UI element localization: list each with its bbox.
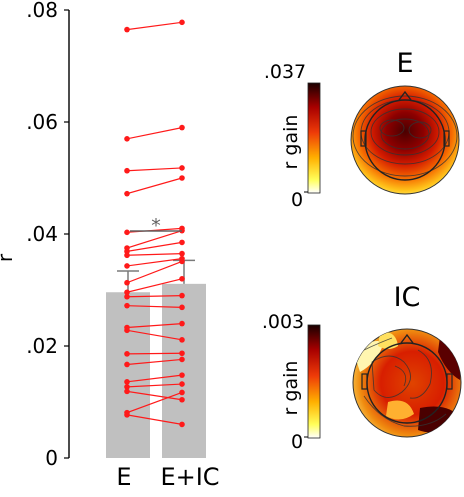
pair-line-2 [126,127,183,140]
pair-line-18 [126,374,183,383]
significance-marker: * [151,215,161,237]
y-tick-label: 0 [45,446,58,470]
topomap-e-head [350,85,460,195]
point-eic-1 [179,19,185,26]
y-tick-label: .06 [26,110,58,134]
point-e-19 [124,384,130,390]
pair-line-7 [126,241,183,252]
bar-chart: * .08 .06 .04 .02 0 r E E+IC [0,0,220,491]
pair-line-12 [126,295,183,298]
point-e-22 [124,412,130,418]
pair-line-17 [126,358,183,366]
point-e-15 [124,327,130,334]
pair-line-1 [126,21,183,31]
point-e-10 [124,279,130,286]
y-tick-label: .08 [26,0,58,22]
point-eic-22 [179,421,185,428]
pair-line-10 [126,260,183,284]
point-eic-10 [179,258,185,265]
topomap-ic-head [352,328,462,438]
y-ticks: .08 .06 .04 .02 0 [26,0,69,470]
point-eic-2 [179,124,185,131]
bars [106,283,206,458]
point-eic-19 [179,381,185,387]
colorbar-ic [307,324,321,439]
y-tick-label: .04 [26,222,58,246]
point-e-12 [124,293,130,300]
point-e-17 [124,361,130,368]
point-eic-8 [179,250,185,257]
pair-line-14 [126,323,183,329]
point-e-13 [124,302,130,309]
point-e-4 [124,190,130,197]
point-eic-18 [179,372,185,378]
point-e-16 [124,351,130,357]
pair-line-8 [126,253,183,256]
topomap-ic-title: IC [394,282,421,313]
point-eic-12 [179,292,185,299]
colorbar-ic-max: .003 [262,311,304,333]
point-eic-7 [179,239,185,246]
point-eic-11 [179,276,185,282]
point-e-8 [124,252,130,259]
x-tick-label: E+IC [160,463,219,491]
y-axis-label: r [0,253,17,262]
paired-lines [124,19,185,428]
colorbar-e-min: 0 [291,189,303,211]
x-tick-labels: E E+IC [116,463,219,491]
point-eic-3 [179,165,185,171]
y-tick-label: .02 [26,334,58,358]
pair-line-16 [126,352,183,355]
pair-line-13 [126,305,183,308]
point-eic-13 [179,304,185,311]
bar-1 [106,292,150,458]
colorbar-e [307,82,321,194]
pair-line-19 [126,383,183,388]
point-e-9 [124,263,130,269]
pair-line-11 [126,278,183,293]
colorbar-ic-min: 0 [291,431,303,453]
topomap-ic: IC .003 0 r gain [262,282,462,453]
point-e-3 [124,167,130,174]
topomap-e-title: E [396,48,413,79]
topomap-e: E .037 0 r gain [264,48,460,211]
point-e-5 [124,229,130,236]
pair-line-20 [126,390,183,401]
x-tick-label: E [116,463,131,491]
bar-2 [162,283,206,458]
point-e-11 [124,289,130,296]
point-e-1 [124,26,130,33]
pair-line-22 [126,414,183,425]
point-eic-14 [179,320,185,327]
point-eic-17 [179,356,185,363]
point-eic-15 [179,337,185,343]
point-e-7 [124,248,130,255]
pair-line-9 [126,258,183,267]
pair-line-15 [126,329,183,341]
point-e-20 [124,388,130,395]
point-e-18 [124,379,130,385]
pair-line-4 [126,177,183,195]
point-eic-20 [179,396,185,403]
point-eic-16 [179,350,185,357]
colorbar-e-max: .037 [264,61,306,83]
point-eic-4 [179,175,185,181]
point-eic-21 [179,389,185,396]
point-e-2 [124,136,130,142]
pair-line-6 [126,230,183,249]
pair-line-21 [126,391,183,414]
colorbar-ic-label: r gain [280,361,302,416]
significance-bracket: * [130,215,182,237]
pair-line-3 [126,167,183,172]
colorbar-e-label: r gain [280,115,302,170]
